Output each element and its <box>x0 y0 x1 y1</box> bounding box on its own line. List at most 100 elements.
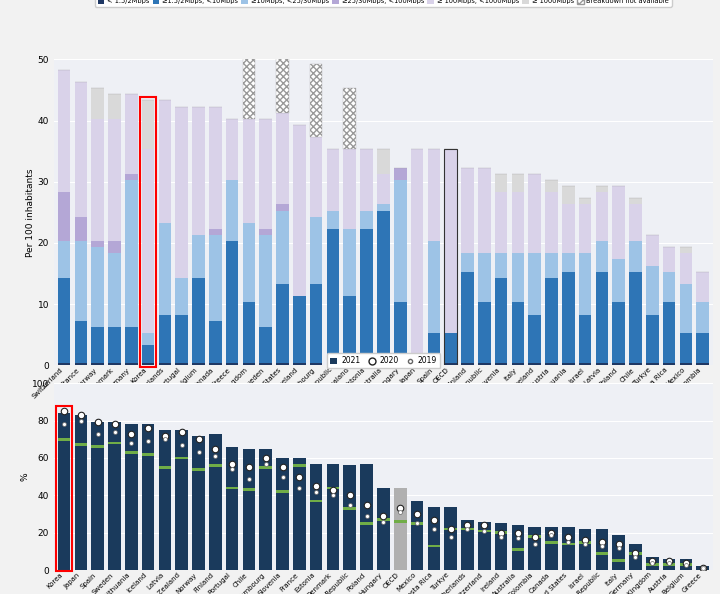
Bar <box>192 364 204 365</box>
Bar <box>579 198 591 204</box>
Bar <box>562 204 575 254</box>
Point <box>546 528 557 538</box>
Bar <box>259 327 272 364</box>
Bar <box>562 364 575 365</box>
Bar <box>360 149 373 210</box>
Bar <box>562 254 575 271</box>
Bar <box>377 174 390 204</box>
Point <box>395 507 406 517</box>
Bar <box>75 82 87 217</box>
Bar <box>259 364 272 365</box>
Point <box>529 532 541 541</box>
Bar <box>327 210 339 229</box>
Point <box>479 526 490 536</box>
Bar <box>360 522 373 525</box>
Bar <box>327 486 339 489</box>
Bar <box>226 486 238 489</box>
Bar <box>478 522 490 570</box>
Bar <box>243 488 256 491</box>
Bar <box>629 364 642 365</box>
Bar <box>192 106 204 235</box>
Bar <box>377 149 390 174</box>
Bar <box>276 204 289 210</box>
Bar <box>629 544 642 570</box>
Bar <box>696 364 709 365</box>
Bar <box>646 315 659 364</box>
Bar <box>680 247 692 254</box>
Bar <box>343 466 356 570</box>
Bar <box>528 254 541 315</box>
Bar <box>495 532 508 534</box>
Point <box>344 491 356 500</box>
Bar <box>663 271 675 302</box>
Bar <box>259 466 272 469</box>
Point <box>377 517 389 526</box>
Point <box>680 560 692 570</box>
Bar <box>58 364 71 365</box>
Point <box>495 532 507 541</box>
Bar <box>663 302 675 364</box>
Bar <box>696 567 709 570</box>
Bar <box>461 527 474 530</box>
Bar <box>595 552 608 555</box>
Bar <box>209 235 222 321</box>
Bar <box>310 463 323 570</box>
Bar <box>276 458 289 570</box>
Bar <box>209 364 222 365</box>
Bar <box>259 235 272 327</box>
Bar <box>511 548 524 551</box>
Bar <box>293 125 306 296</box>
Bar <box>58 192 71 241</box>
Bar <box>226 119 238 180</box>
Bar <box>461 254 474 271</box>
Bar <box>394 364 407 365</box>
Bar <box>58 241 71 278</box>
Bar <box>613 364 625 365</box>
Bar <box>343 229 356 296</box>
Bar <box>511 525 524 570</box>
Point <box>529 539 541 549</box>
Bar <box>595 192 608 241</box>
Point <box>361 511 372 521</box>
Bar <box>444 149 457 333</box>
Bar <box>343 149 356 229</box>
Bar <box>91 88 104 119</box>
Bar <box>528 535 541 538</box>
Point <box>377 511 389 521</box>
Bar <box>108 422 121 570</box>
Bar <box>478 254 490 302</box>
Point <box>395 504 406 513</box>
Bar <box>158 430 171 570</box>
Bar <box>495 364 508 365</box>
Bar <box>75 217 87 241</box>
Bar <box>125 424 138 570</box>
Point <box>344 500 356 510</box>
Bar <box>410 522 423 525</box>
Bar <box>562 186 575 204</box>
Point <box>276 463 288 472</box>
Point <box>445 525 456 534</box>
Bar <box>613 186 625 260</box>
Bar <box>377 210 390 364</box>
Bar <box>377 204 390 210</box>
Point <box>445 532 456 541</box>
Bar <box>226 447 238 570</box>
Bar <box>158 100 171 223</box>
Bar <box>276 364 289 365</box>
Bar <box>360 463 373 570</box>
Bar <box>595 186 608 192</box>
Bar <box>58 413 71 570</box>
Bar <box>158 223 171 315</box>
Point <box>176 427 187 437</box>
Bar <box>310 217 323 284</box>
Bar <box>75 444 87 446</box>
Bar <box>142 364 154 365</box>
Bar <box>276 113 289 204</box>
Bar <box>108 94 121 119</box>
Bar <box>243 448 256 570</box>
Bar <box>613 535 625 570</box>
Bar <box>562 527 575 570</box>
Bar <box>613 260 625 302</box>
Bar <box>75 415 87 570</box>
Bar <box>75 241 87 321</box>
